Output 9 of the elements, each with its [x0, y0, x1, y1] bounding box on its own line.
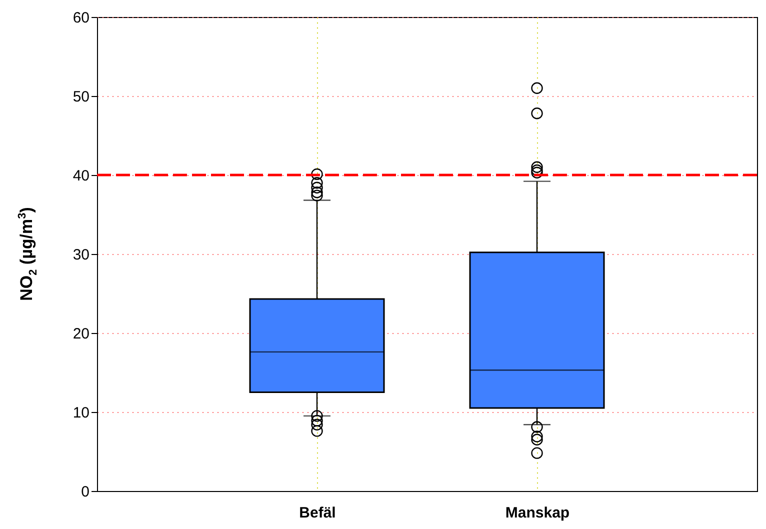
y-tick-label: 20 — [72, 326, 90, 342]
y-tick-label: 30 — [72, 246, 90, 264]
y-tick-label: 10 — [72, 404, 90, 422]
y-tick-label: 50 — [72, 88, 90, 106]
x-tick-label: Manskap — [505, 504, 570, 522]
y-tick-label: 0 — [81, 484, 90, 500]
y-tick-label: 60 — [72, 10, 90, 26]
y-tick-label: 40 — [72, 168, 90, 184]
x-tick-label: Befäl — [299, 504, 336, 522]
